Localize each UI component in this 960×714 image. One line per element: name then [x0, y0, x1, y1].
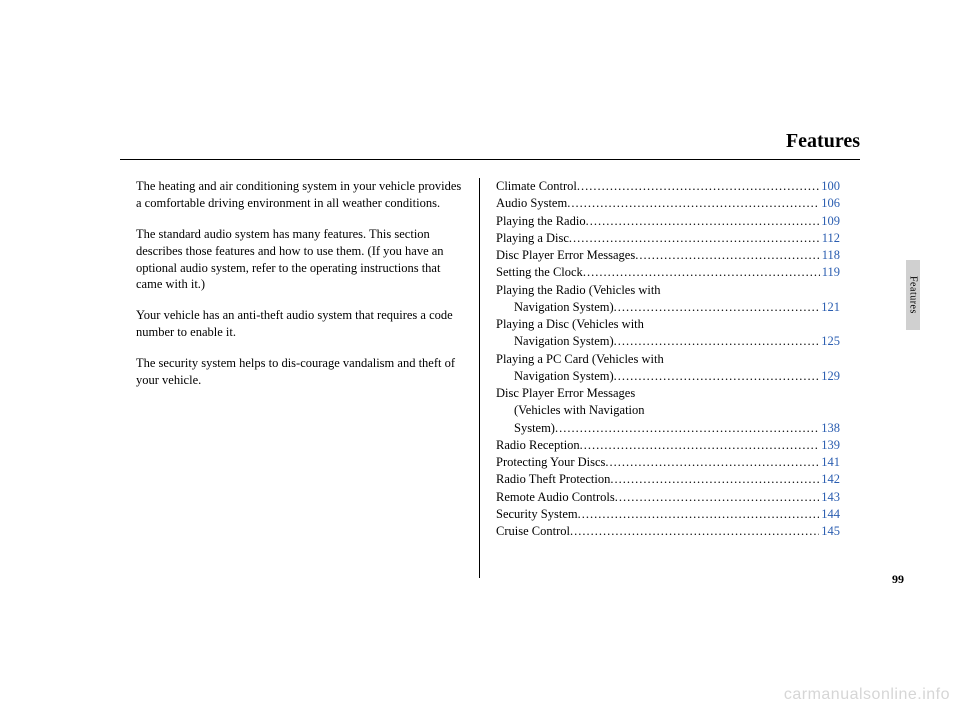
toc-label: Remote Audio Controls	[496, 489, 615, 506]
toc-label: Cruise Control	[496, 523, 570, 540]
toc-page-link[interactable]: 119	[820, 264, 840, 281]
toc-leader-dots	[614, 333, 820, 350]
toc-page-link[interactable]: 142	[819, 471, 840, 488]
toc-page-link[interactable]: 129	[819, 368, 840, 385]
toc-leader-dots	[614, 368, 820, 385]
toc-page-link[interactable]: 138	[819, 420, 840, 437]
toc-page-link[interactable]: 139	[819, 437, 840, 454]
toc-page-link[interactable]: 141	[819, 454, 840, 471]
toc-entry: Disc Player Error Messages 118	[496, 247, 840, 264]
toc-label: Playing a Disc	[496, 230, 569, 247]
toc-leader-dots	[580, 437, 820, 454]
toc-page-link[interactable]: 109	[819, 213, 840, 230]
toc-label: Setting the Clock	[496, 264, 583, 281]
toc-entry: Playing a Disc (Vehicles with	[496, 316, 840, 333]
toc-label: Navigation System)	[514, 333, 614, 350]
content-columns: The heating and air conditioning system …	[120, 178, 860, 578]
toc-entry: Playing a Disc 112	[496, 230, 840, 247]
toc-entry: Radio Reception 139	[496, 437, 840, 454]
section-tab: Features	[906, 260, 920, 330]
toc-entry: Security System 144	[496, 506, 840, 523]
toc-entry: Playing the Radio (Vehicles with	[496, 282, 840, 299]
toc-label: Radio Theft Protection	[496, 471, 610, 488]
toc-label: Navigation System)	[514, 368, 614, 385]
toc-label: Disc Player Error Messages	[496, 385, 635, 402]
page-header: Features	[120, 130, 860, 160]
toc-page-link[interactable]: 118	[820, 247, 840, 264]
toc-leader-dots	[615, 489, 820, 506]
toc-leader-dots	[635, 247, 820, 264]
intro-paragraph: The standard audio system has many featu…	[136, 226, 463, 294]
toc-entry: Navigation System) 125	[496, 333, 840, 350]
toc-label: Playing the Radio	[496, 213, 586, 230]
toc-label: Playing a PC Card (Vehicles with	[496, 351, 664, 368]
toc-label: Audio System	[496, 195, 567, 212]
toc-leader-dots	[577, 178, 819, 195]
toc-leader-dots	[605, 454, 819, 471]
toc-entry: Climate Control 100	[496, 178, 840, 195]
toc-label: System)	[514, 420, 555, 437]
toc-leader-dots	[570, 523, 819, 540]
toc-entry: Remote Audio Controls 143	[496, 489, 840, 506]
toc-entry: Audio System 106	[496, 195, 840, 212]
toc-leader-dots	[578, 506, 820, 523]
intro-paragraph: Your vehicle has an anti-theft audio sys…	[136, 307, 463, 341]
toc-leader-dots	[614, 299, 820, 316]
page-number: 99	[892, 572, 904, 587]
toc-entry: Cruise Control 145	[496, 523, 840, 540]
toc-label: Navigation System)	[514, 299, 614, 316]
toc-page-link[interactable]: 112	[820, 230, 840, 247]
toc-page-link[interactable]: 143	[819, 489, 840, 506]
toc-label: Security System	[496, 506, 578, 523]
toc-label: (Vehicles with Navigation	[514, 402, 645, 419]
toc-leader-dots	[569, 230, 820, 247]
toc-entry: Disc Player Error Messages	[496, 385, 840, 402]
toc-entry: Navigation System) 129	[496, 368, 840, 385]
toc-entry: Setting the Clock 119	[496, 264, 840, 281]
toc-entry: System) 138	[496, 420, 840, 437]
toc-page-link[interactable]: 106	[819, 195, 840, 212]
toc-leader-dots	[610, 471, 819, 488]
toc-label: Playing the Radio (Vehicles with	[496, 282, 661, 299]
toc-label: Radio Reception	[496, 437, 580, 454]
toc-label: Climate Control	[496, 178, 577, 195]
watermark: carmanualsonline.info	[784, 686, 950, 704]
toc-column: Climate Control100Audio System 106Playin…	[480, 178, 840, 578]
toc-leader-dots	[555, 420, 819, 437]
page-title: Features	[120, 130, 860, 153]
toc-leader-dots	[586, 213, 820, 230]
toc-entry: (Vehicles with Navigation	[496, 402, 840, 419]
toc-leader-dots	[583, 264, 820, 281]
toc-entry: Navigation System) 121	[496, 299, 840, 316]
toc-label: Playing a Disc (Vehicles with	[496, 316, 644, 333]
toc-entry: Playing the Radio 109	[496, 213, 840, 230]
toc-label: Protecting Your Discs	[496, 454, 605, 471]
toc-leader-dots	[567, 195, 819, 212]
toc-label: Disc Player Error Messages	[496, 247, 635, 264]
toc-page-link[interactable]: 145	[819, 523, 840, 540]
toc-entry: Protecting Your Discs 141	[496, 454, 840, 471]
toc-entry: Playing a PC Card (Vehicles with	[496, 351, 840, 368]
toc-page-link[interactable]: 125	[819, 333, 840, 350]
toc-page-link[interactable]: 100	[819, 178, 840, 195]
manual-page: Features The heating and air conditionin…	[120, 130, 860, 578]
toc-entry: Radio Theft Protection 142	[496, 471, 840, 488]
intro-column: The heating and air conditioning system …	[120, 178, 480, 578]
toc-page-link[interactable]: 121	[819, 299, 840, 316]
intro-paragraph: The heating and air conditioning system …	[136, 178, 463, 212]
toc-page-link[interactable]: 144	[819, 506, 840, 523]
intro-paragraph: The security system helps to dis-courage…	[136, 355, 463, 389]
